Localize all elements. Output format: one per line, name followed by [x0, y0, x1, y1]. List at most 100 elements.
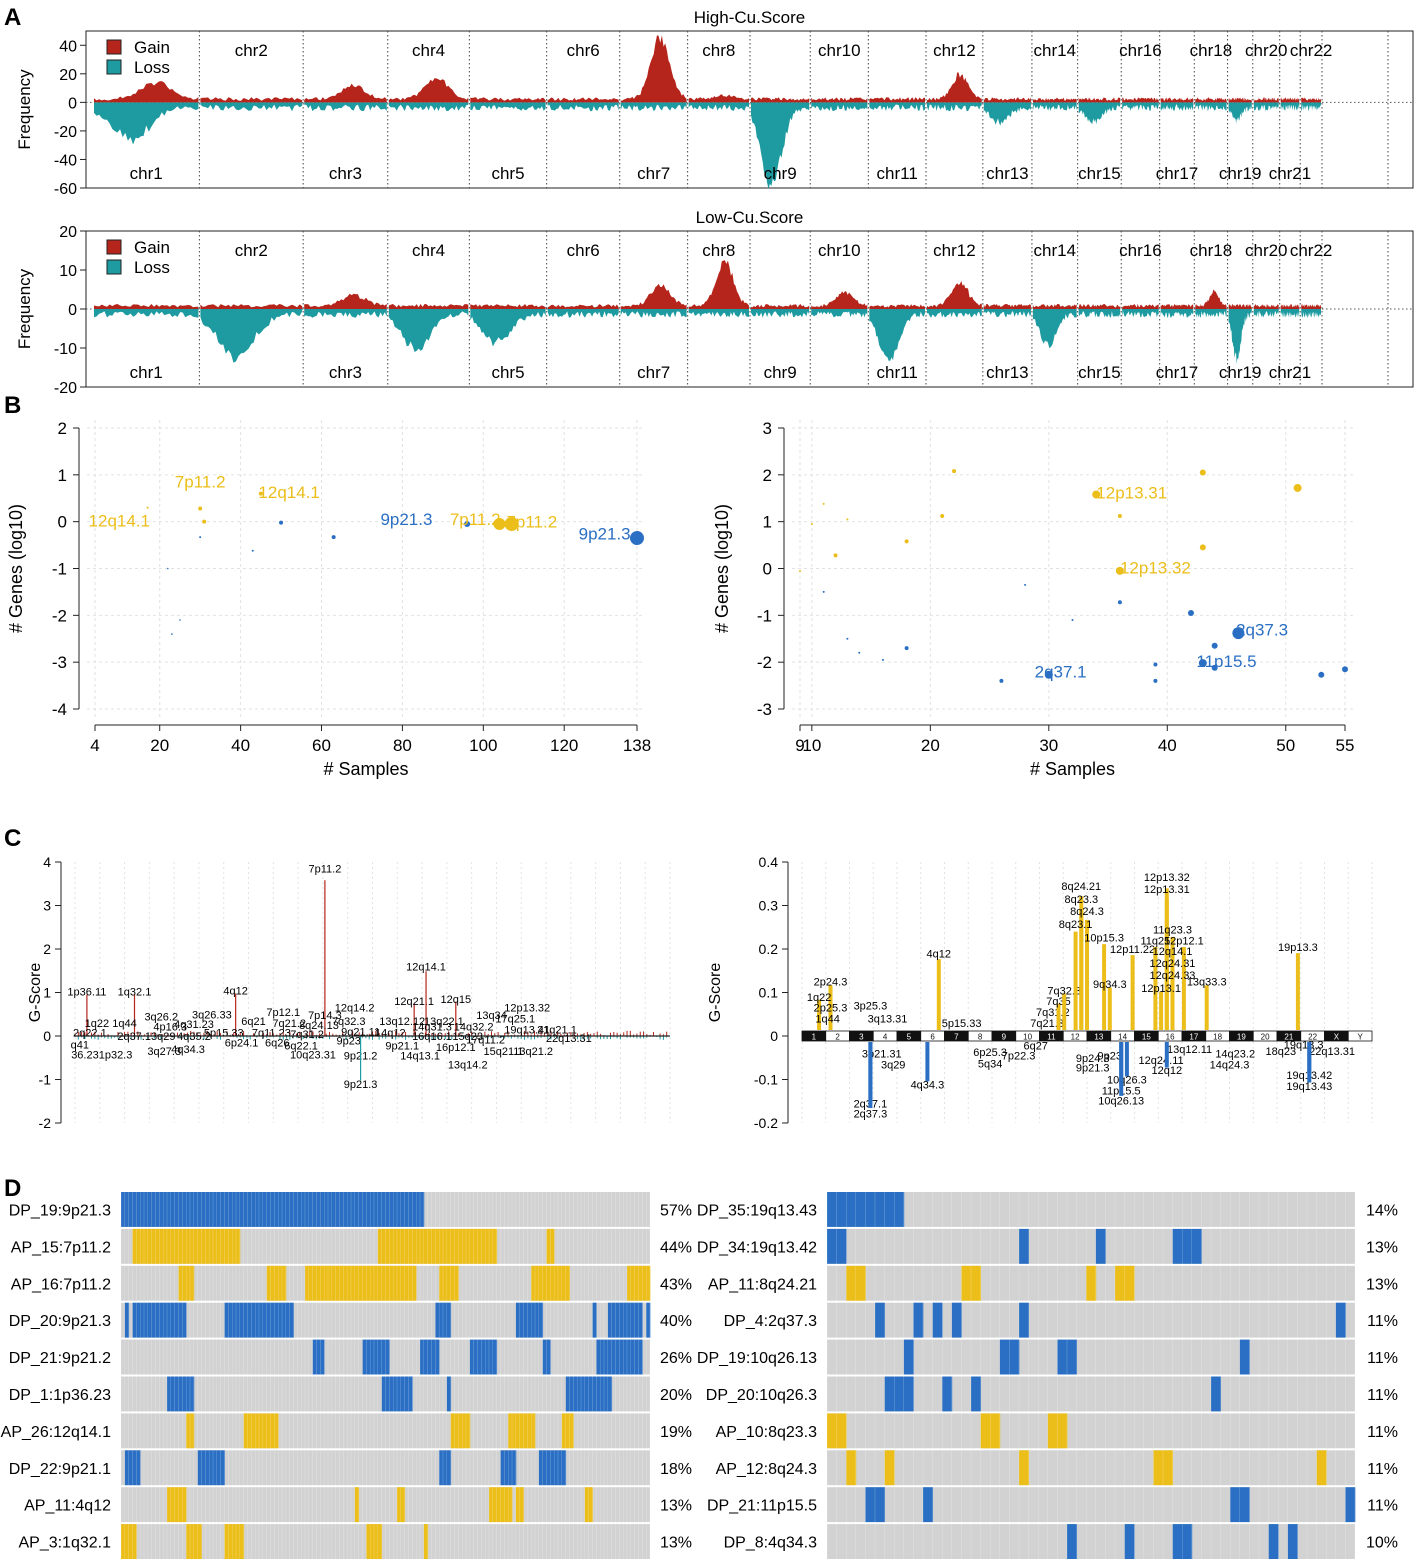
heatmap-cell — [1172, 1524, 1183, 1559]
heatmap-cell — [385, 1265, 390, 1301]
chromosome-label: chr8 — [702, 41, 735, 60]
heatmap-row-label: AP_16:7p11.2 — [11, 1276, 111, 1293]
heatmap-cell — [431, 1339, 436, 1375]
heatmap-cell — [167, 1192, 172, 1227]
cytoband-label: 12q14.2 — [335, 1003, 375, 1015]
chromosome-label: chr14 — [1034, 41, 1077, 60]
x-tick-label: 120 — [550, 736, 578, 755]
cytoband-label: 5q34 — [978, 1058, 1002, 1070]
heatmap-cell — [385, 1376, 390, 1412]
heatmap-cell — [546, 1339, 551, 1375]
heatmap-cell — [489, 1487, 494, 1523]
chromosome-track-label: 17 — [1189, 1033, 1198, 1042]
cytoband-label: 17q25.1 — [495, 1014, 535, 1026]
heatmap-cell — [515, 1302, 521, 1338]
del-point — [279, 520, 284, 525]
x-tick-label: 20 — [150, 736, 169, 755]
heatmap-cell — [128, 1450, 133, 1486]
heatmap-cell — [546, 1265, 551, 1301]
panel-a-high-cu-score: High-Cu.Score Frequency 40 20 0 -20 -40 -60 chr1… — [15, 8, 1414, 198]
amp-point — [258, 491, 263, 496]
cytoband-label: 3q26.33 — [192, 1009, 232, 1021]
heatmap-row-label: AP_11:4q12 — [24, 1498, 111, 1515]
chromosome-label: chr12 — [933, 41, 976, 60]
heatmap-row-label: AP_26:12q14.1 — [1, 1424, 111, 1441]
y-tick-label: 10 — [59, 263, 77, 280]
heatmap-cell — [846, 1265, 857, 1301]
heatmap-cell — [324, 1265, 329, 1301]
heatmap-cell — [638, 1265, 643, 1301]
amp-point — [493, 518, 506, 531]
heatmap-cell — [140, 1228, 145, 1264]
heatmap-cell — [209, 1228, 214, 1264]
del-point — [846, 637, 849, 640]
heatmap-cell — [385, 1228, 390, 1264]
cytoband-label: 7p12.1 — [266, 1007, 300, 1019]
heatmap-cell — [282, 1265, 287, 1301]
heatmap-cell — [971, 1376, 981, 1412]
heatmap-cell — [646, 1302, 651, 1338]
cytoband-label: 12q24.11 — [1139, 1055, 1184, 1067]
cytoband-label: 3q29 — [881, 1059, 905, 1071]
cytoband-label: 22q13.31 — [546, 1033, 592, 1045]
heatmap-cell — [174, 1192, 179, 1227]
heatmap-cell — [320, 1339, 325, 1375]
del-point — [904, 646, 909, 651]
heatmap-cell — [147, 1302, 153, 1338]
heatmap-cell — [239, 1192, 245, 1227]
cytoband-label: 14q13.1 — [400, 1051, 440, 1063]
panel-d-high-oncoprint: DP_19:9p21.3 57% AP_15:7p11.2 44% AP_16:7p11… — [1, 1191, 692, 1560]
heatmap-cell — [232, 1192, 237, 1227]
heatmap-cell — [393, 1192, 398, 1227]
heatmap-cell — [186, 1228, 191, 1264]
heatmap-cell — [270, 1265, 275, 1301]
heatmap-cell — [274, 1302, 279, 1338]
heatmap-cell — [1239, 1339, 1250, 1375]
heatmap-cell — [492, 1339, 498, 1375]
heatmap-cell — [186, 1265, 191, 1301]
heatmap-cell — [136, 1228, 141, 1264]
cytoband-label: 7p11.2 — [308, 864, 341, 876]
y-tick-label: 2 — [43, 941, 51, 957]
heatmap-cell — [266, 1192, 271, 1227]
heatmap-cell — [450, 1265, 455, 1301]
heatmap-cell — [354, 1192, 360, 1227]
heatmap-cell — [1163, 1450, 1173, 1486]
chromosome-label: chr1 — [130, 164, 163, 183]
heatmap-cell — [197, 1524, 202, 1559]
heatmap-cell — [519, 1413, 524, 1449]
point-label: 7p11.2 — [506, 513, 557, 532]
heatmap-cell — [377, 1228, 383, 1264]
heatmap-cell — [316, 1192, 321, 1227]
cytoband-label: 7q35 — [1046, 996, 1070, 1008]
amp-point — [1115, 566, 1124, 575]
heatmap-cell — [178, 1376, 183, 1412]
heatmap-cell — [377, 1192, 383, 1227]
heatmap-cell — [535, 1302, 540, 1338]
heatmap-cell — [201, 1228, 206, 1264]
del-point — [1187, 609, 1194, 616]
heatmap-cell — [588, 1487, 593, 1523]
heatmap-cell — [136, 1192, 141, 1227]
cytoband-label: 15q23 — [452, 1031, 483, 1043]
heatmap-cell — [274, 1413, 279, 1449]
heatmap-cell — [289, 1302, 294, 1338]
heatmap-cell — [492, 1228, 498, 1264]
cytoband-label: 36.231p32.3 — [71, 1049, 132, 1061]
heatmap-cell — [427, 1339, 432, 1375]
y-tick-label: 0 — [770, 1028, 778, 1044]
heatmap-cell — [865, 1487, 876, 1523]
x-tick-label: 4 — [90, 736, 99, 755]
heatmap-cell — [627, 1265, 632, 1301]
heatmap-cell — [884, 1450, 895, 1486]
heatmap-cell — [836, 1413, 847, 1449]
heatmap-cell — [423, 1339, 429, 1375]
heatmap-cell — [884, 1192, 895, 1227]
y-tick-label: 0 — [68, 95, 77, 112]
heatmap-row-percent: 13% — [1366, 1276, 1398, 1293]
heatmap-cell — [274, 1265, 279, 1301]
heatmap-row-percent: 10% — [1366, 1535, 1398, 1552]
heatmap-cell — [519, 1487, 524, 1523]
heatmap-cell — [565, 1376, 570, 1412]
heatmap-cell — [270, 1413, 275, 1449]
